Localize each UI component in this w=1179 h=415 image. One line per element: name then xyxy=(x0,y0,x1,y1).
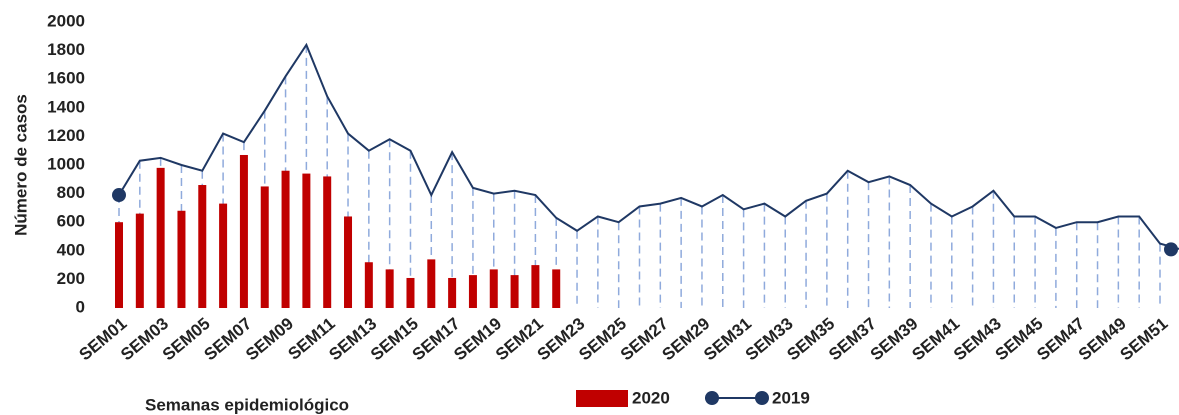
bar xyxy=(177,210,186,308)
y-axis-label: Número de casos xyxy=(11,94,30,236)
y-tick-label: 400 xyxy=(57,240,85,259)
bar xyxy=(302,173,311,308)
marker xyxy=(112,188,126,203)
bar xyxy=(260,186,269,308)
bar xyxy=(489,269,498,308)
bar xyxy=(344,216,353,308)
legend-swatch xyxy=(576,390,628,407)
x-tick-label: SEM51 xyxy=(1117,314,1172,364)
x-axis-label: Semanas epidemiológico xyxy=(145,395,349,414)
bar xyxy=(198,185,207,308)
bar xyxy=(156,167,165,308)
bar xyxy=(219,203,228,308)
y-tick-label: 1800 xyxy=(47,40,85,59)
legend-label: 2019 xyxy=(772,388,810,407)
bar xyxy=(323,176,332,308)
y-tick-label: 2000 xyxy=(47,11,85,30)
y-tick-label: 1000 xyxy=(47,154,85,173)
bar xyxy=(468,275,477,308)
y-tick-label: 600 xyxy=(57,212,85,231)
marker xyxy=(1164,242,1178,257)
y-tick-label: 800 xyxy=(57,183,85,202)
bar xyxy=(364,262,373,308)
legend-marker xyxy=(755,391,769,405)
bar xyxy=(531,265,540,308)
bar xyxy=(510,275,519,308)
bar xyxy=(115,222,123,308)
legend-label: 2020 xyxy=(632,388,670,407)
bar xyxy=(281,170,290,308)
bar xyxy=(448,277,457,308)
y-tick-label: 1600 xyxy=(47,69,85,88)
bar xyxy=(239,154,248,308)
bar xyxy=(406,277,415,308)
y-tick-label: 200 xyxy=(57,269,85,288)
y-tick-label: 1200 xyxy=(47,126,85,145)
y-tick-label: 0 xyxy=(76,297,85,316)
line xyxy=(118,42,1179,250)
y-tick-label: 1400 xyxy=(47,97,85,116)
bar xyxy=(552,269,561,308)
bar xyxy=(427,259,436,308)
bar xyxy=(135,213,144,308)
x-tick-label: SEM09 xyxy=(242,314,297,364)
legend-marker xyxy=(705,391,719,405)
bar xyxy=(385,269,394,308)
